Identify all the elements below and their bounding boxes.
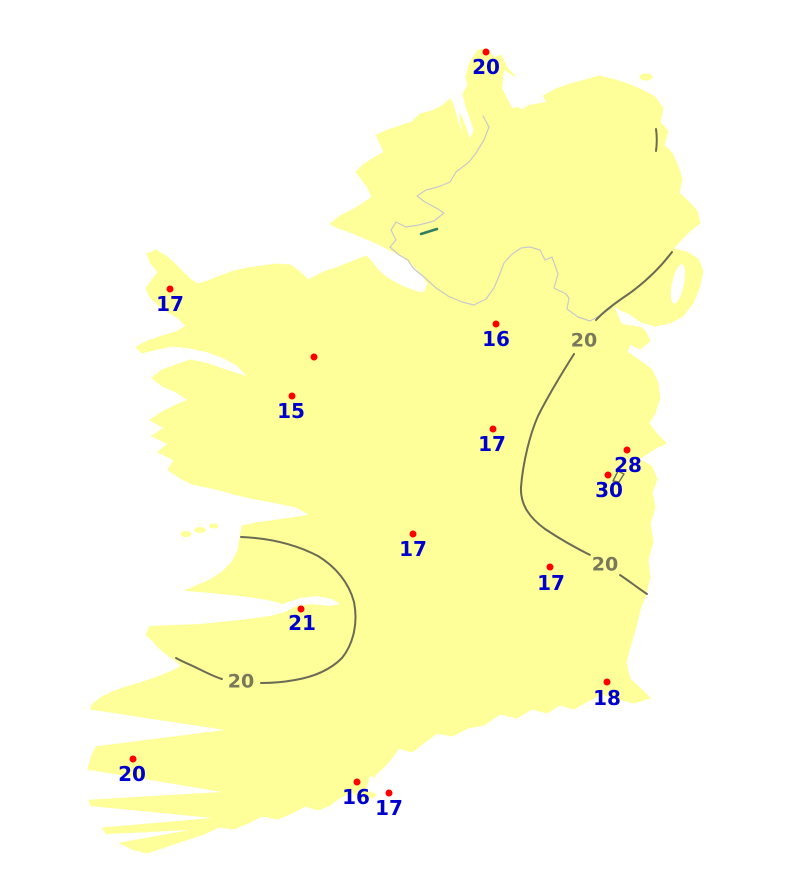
station-dot [166,285,174,293]
station-value-label: 21 [288,611,316,635]
isoline-20-east-middle [519,353,591,556]
station-dot [546,563,554,571]
inlet-lough-swilly [450,92,462,134]
inlet-shannon-estuary [148,588,340,626]
lake-lough-erne [419,227,439,236]
isoline-20-east-upper [595,251,673,321]
station-dot [409,530,417,538]
station-value-label: 20 [118,762,146,786]
station-dot [385,789,393,797]
island-aran-3 [209,523,219,529]
station-dot [623,446,631,454]
isoline-value-label: 20 [568,329,600,352]
station-value-label: 17 [478,432,506,456]
station-value-label: 28 [614,453,642,477]
station-dot [604,471,612,479]
station-dot [482,48,490,56]
inlet-strangford-lough [670,264,686,304]
station-dot [489,425,497,433]
inlet-dublin-bay [640,446,662,472]
station-value-label: 18 [593,686,621,710]
island-rathlin [639,73,653,81]
station-dot [297,605,305,613]
inlet-kenmare-river [78,768,222,800]
station-dot [353,778,361,786]
dublin-city-outline [612,470,625,483]
isoline-20-northeast-dash [655,128,658,152]
station-value-label: 16 [342,785,370,809]
station-value-label: 20 [472,55,500,79]
island-aran-1 [180,531,192,537]
station-value-label: 17 [399,537,427,561]
northern-ireland-border [389,115,613,322]
inlet-carlingford [614,306,642,327]
island-aran-2 [194,527,206,533]
station-dot [492,320,500,328]
isoline-value-label: 20 [589,553,621,576]
station-dot [310,353,318,361]
inlet-bantry-bay [90,806,212,828]
station-dot [129,755,137,763]
station-dot [603,678,611,686]
inlet-dingle-bay [80,708,225,748]
station-value-label: 17 [156,292,184,316]
isoline-20-east-lower [619,574,648,595]
station-value-label: 16 [482,327,510,351]
station-value-label: 15 [277,399,305,423]
station-dot [288,392,296,400]
isoline-value-label: 20 [225,670,257,693]
isoline-20-southwest-loop [240,536,357,684]
isoline-20-southwest-end [175,657,223,680]
inlet-cork-harbour [366,776,386,796]
station-value-label: 17 [375,796,403,820]
station-value-label: 17 [537,571,565,595]
station-value-label: 30 [595,478,623,502]
inlet-lough-foyle [502,70,546,108]
inlet-dunmanus-bay [108,830,190,844]
